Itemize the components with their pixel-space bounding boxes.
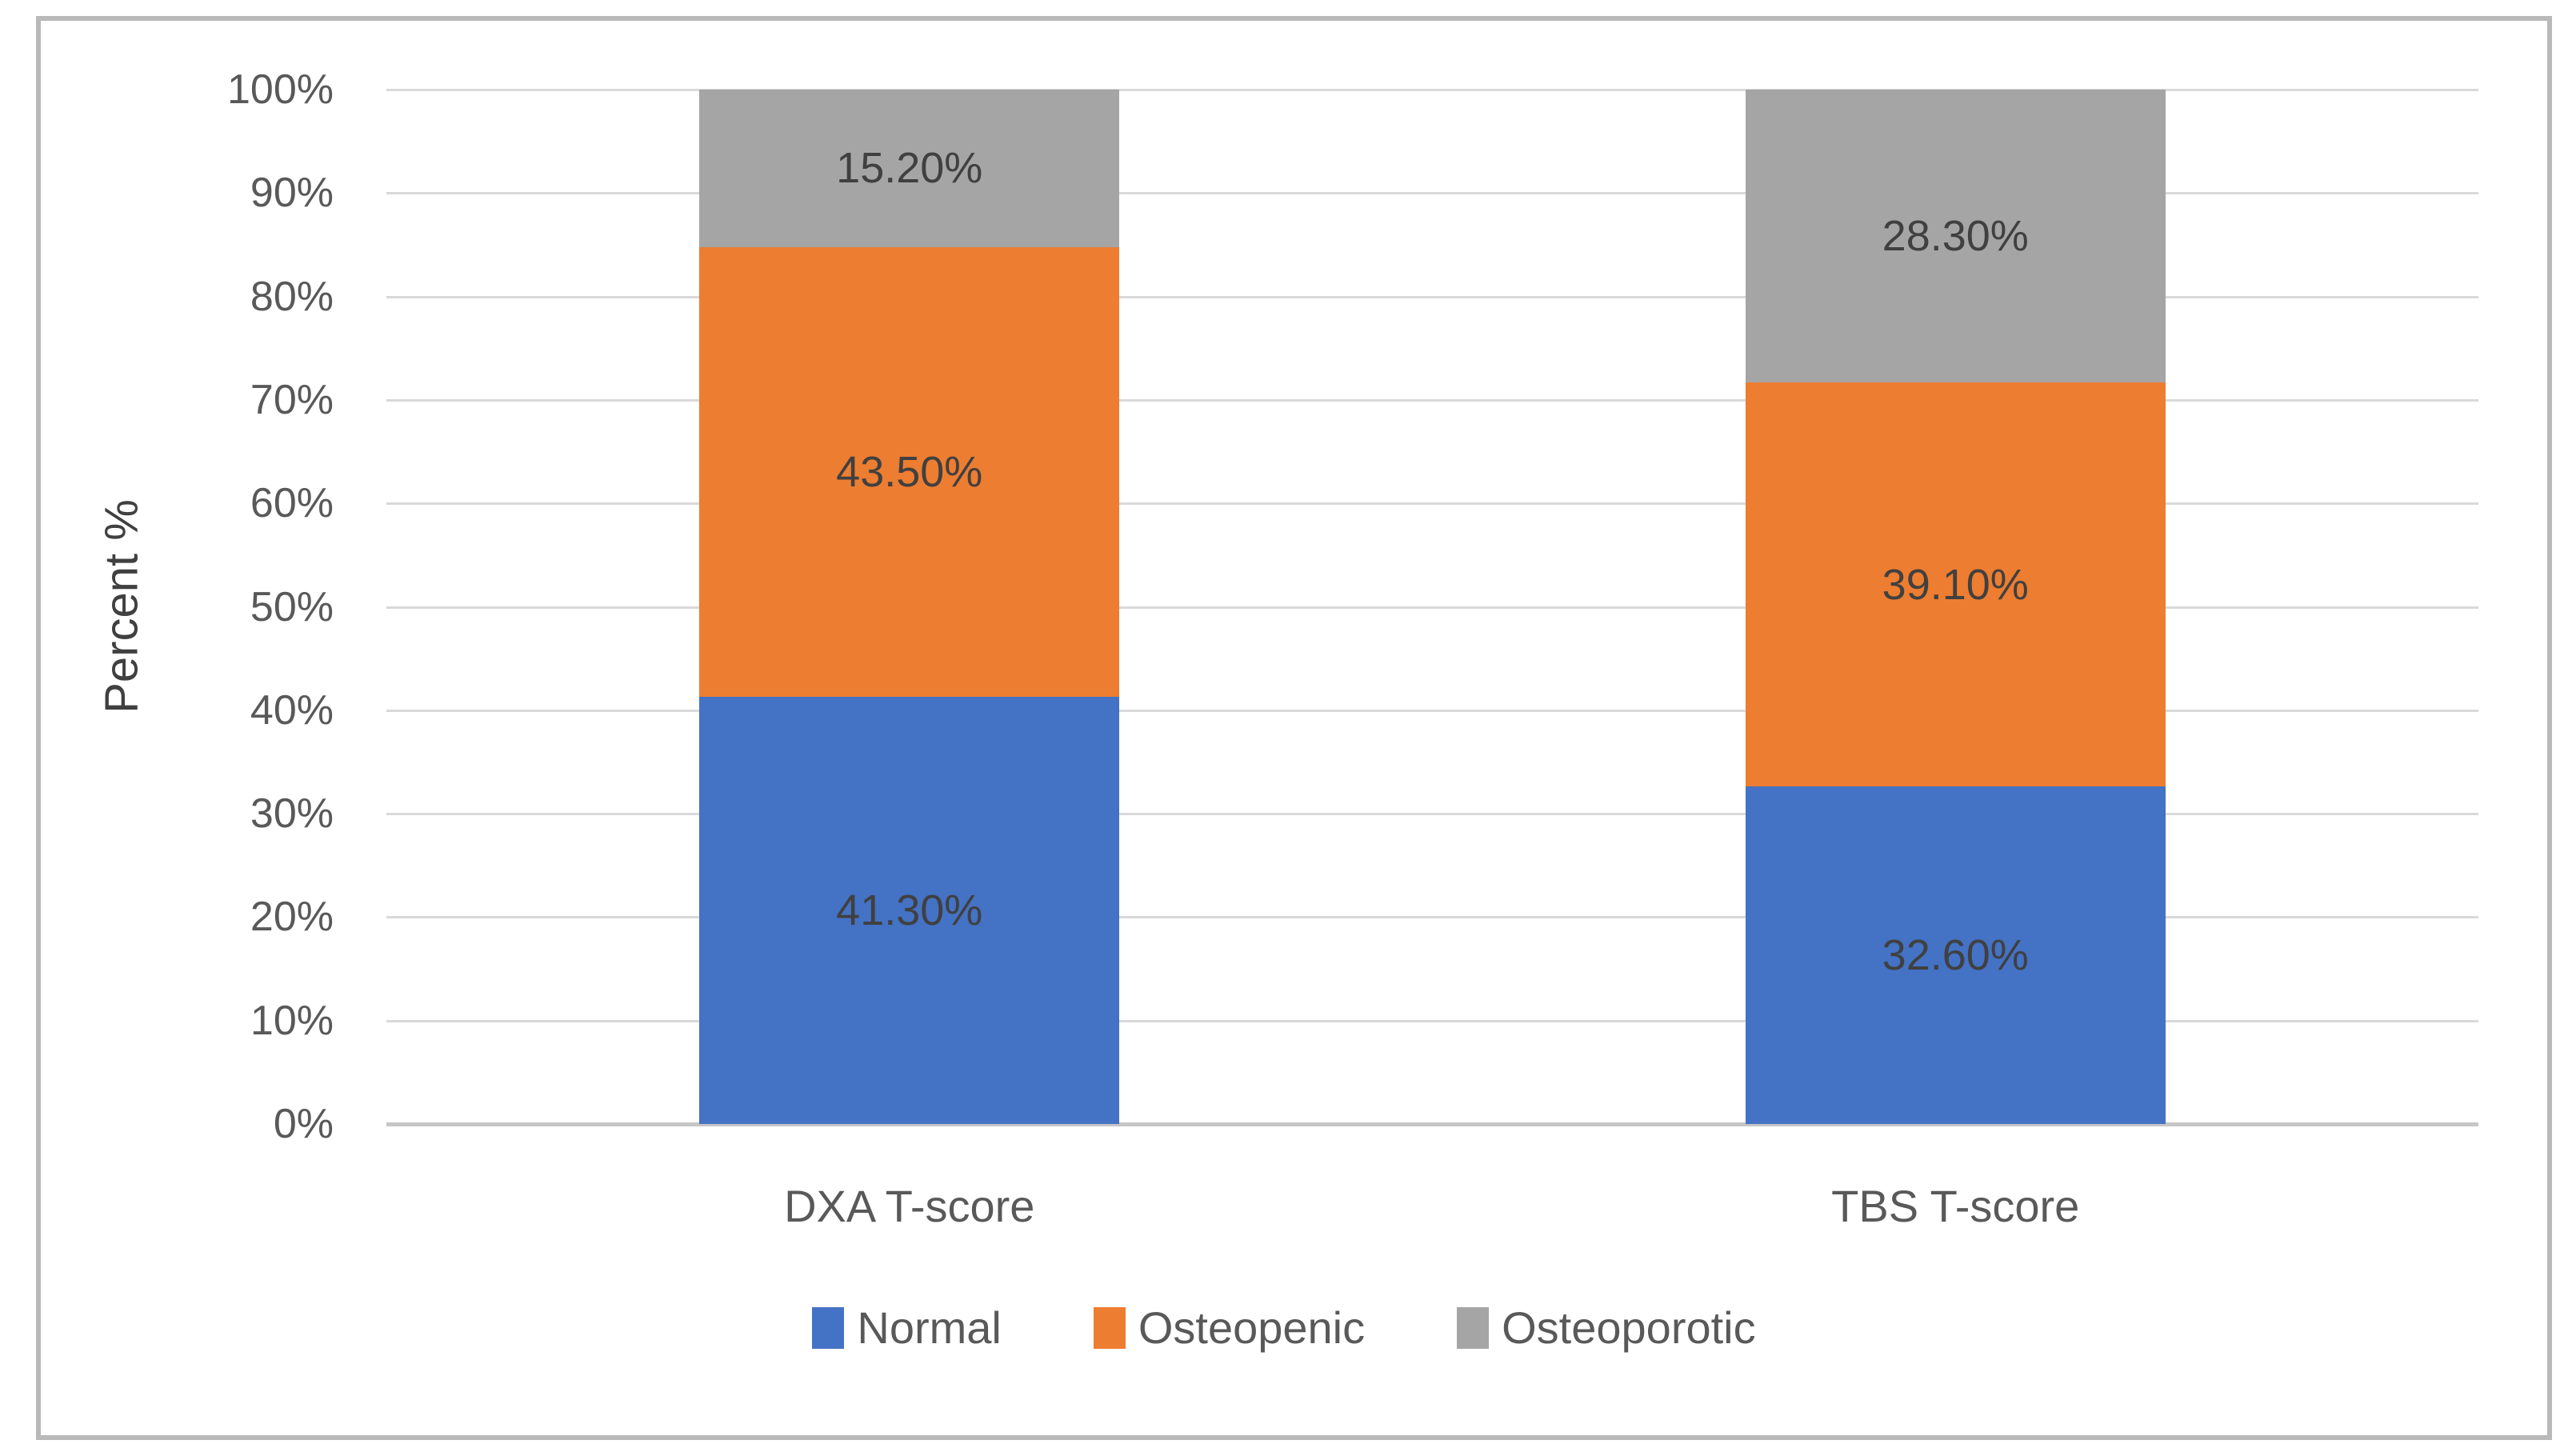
gridline	[386, 295, 2478, 298]
bar-segment-osteopenic-tbs-t-score: 39.10%	[1745, 382, 2166, 787]
y-tick-label: 20%	[250, 894, 334, 941]
category-label: TBS T-score	[1831, 1181, 2080, 1231]
legend-swatch-icon	[1457, 1307, 1490, 1349]
legend-item-osteopenic: Osteopenic	[1093, 1302, 1366, 1353]
gridline	[386, 916, 2478, 919]
y-axis-title: Percent %	[95, 499, 148, 714]
y-tick-label: 10%	[250, 997, 334, 1044]
bar-segment-normal-dxa-t-score: 41.30%	[699, 696, 1120, 1124]
y-tick-label: 80%	[250, 273, 334, 320]
legend-label: Normal	[857, 1302, 1002, 1353]
gridline	[386, 606, 2478, 609]
data-label: 43.50%	[836, 447, 983, 496]
gridline	[386, 813, 2478, 816]
gridline	[386, 1019, 2478, 1022]
data-label: 15.20%	[836, 144, 983, 193]
y-tick-label: 90%	[250, 170, 334, 217]
gridline	[386, 192, 2478, 195]
bar-segment-normal-tbs-t-score: 32.60%	[1745, 786, 2166, 1124]
legend-swatch-icon	[1093, 1307, 1126, 1349]
y-tick-label: 50%	[250, 583, 334, 630]
data-label: 28.30%	[1882, 211, 2029, 260]
gridline	[386, 709, 2478, 712]
gridline	[386, 89, 2478, 91]
y-tick-label: 0%	[273, 1101, 334, 1147]
chart-outer-border	[36, 16, 2552, 1440]
legend-swatch-icon	[812, 1307, 845, 1349]
data-label: 32.60%	[1882, 931, 2029, 980]
gridline	[386, 398, 2478, 402]
data-label: 41.30%	[836, 886, 983, 934]
legend-label: Osteoporotic	[1502, 1302, 1756, 1353]
y-tick-label: 60%	[250, 480, 334, 527]
y-tick-label: 30%	[250, 790, 334, 838]
category-label: DXA T-score	[784, 1181, 1035, 1231]
legend-item-osteoporotic: Osteoporotic	[1457, 1306, 1756, 1350]
y-tick-label: 70%	[250, 376, 334, 423]
data-label: 39.10%	[1882, 560, 2029, 609]
legend-item-normal: Normal	[812, 1302, 1002, 1353]
y-tick-label: 100%	[227, 66, 334, 113]
legend-label: Osteopenic	[1138, 1302, 1366, 1353]
legend: Normal Osteopenic Osteoporotic	[0, 1306, 2568, 1350]
y-tick-label: 40%	[250, 686, 334, 734]
gridline	[386, 502, 2478, 506]
bar-segment-osteoporotic-dxa-t-score: 15.20%	[699, 90, 1120, 247]
x-axis-line	[386, 1122, 2478, 1126]
bar-segment-osteoporotic-tbs-t-score: 28.30%	[1745, 90, 2166, 382]
bar-segment-osteopenic-dxa-t-score: 43.50%	[699, 246, 1120, 697]
